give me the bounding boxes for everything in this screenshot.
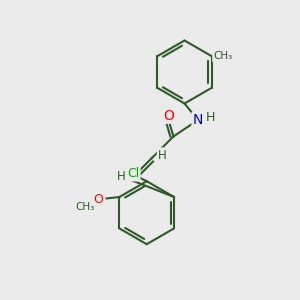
- Text: CH₃: CH₃: [213, 51, 232, 61]
- Text: H: H: [158, 148, 167, 162]
- Text: H: H: [117, 170, 126, 183]
- Text: O: O: [164, 109, 174, 122]
- Text: H: H: [206, 111, 215, 124]
- Text: CH₃: CH₃: [75, 202, 94, 212]
- Text: O: O: [94, 194, 103, 206]
- Text: Cl: Cl: [127, 167, 139, 180]
- Text: N: N: [193, 113, 203, 127]
